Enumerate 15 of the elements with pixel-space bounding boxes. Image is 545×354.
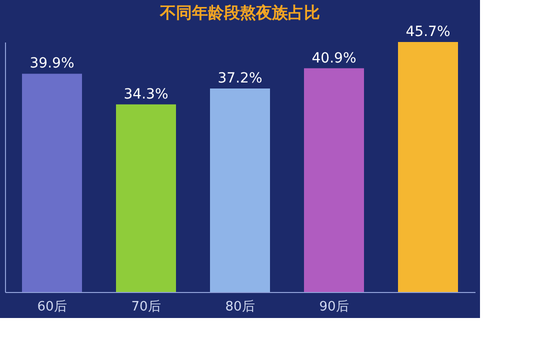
data-label: 37.2% <box>218 70 262 86</box>
bar <box>116 104 176 292</box>
data-label: 40.9% <box>312 50 356 66</box>
bar <box>304 68 364 292</box>
x-tick-label: 70后 <box>131 300 161 314</box>
bar <box>210 88 270 292</box>
data-label: 39.9% <box>30 56 74 72</box>
bar <box>398 42 458 292</box>
x-tick-label: 80后 <box>225 300 255 314</box>
bar <box>22 74 82 292</box>
x-tick-label: 60后 <box>37 300 67 314</box>
data-label: 45.7% <box>406 24 450 40</box>
x-tick-label: 90后 <box>319 300 349 314</box>
data-label: 34.3% <box>124 86 168 102</box>
chart-title: 不同年龄段熬夜族占比 <box>159 3 320 22</box>
